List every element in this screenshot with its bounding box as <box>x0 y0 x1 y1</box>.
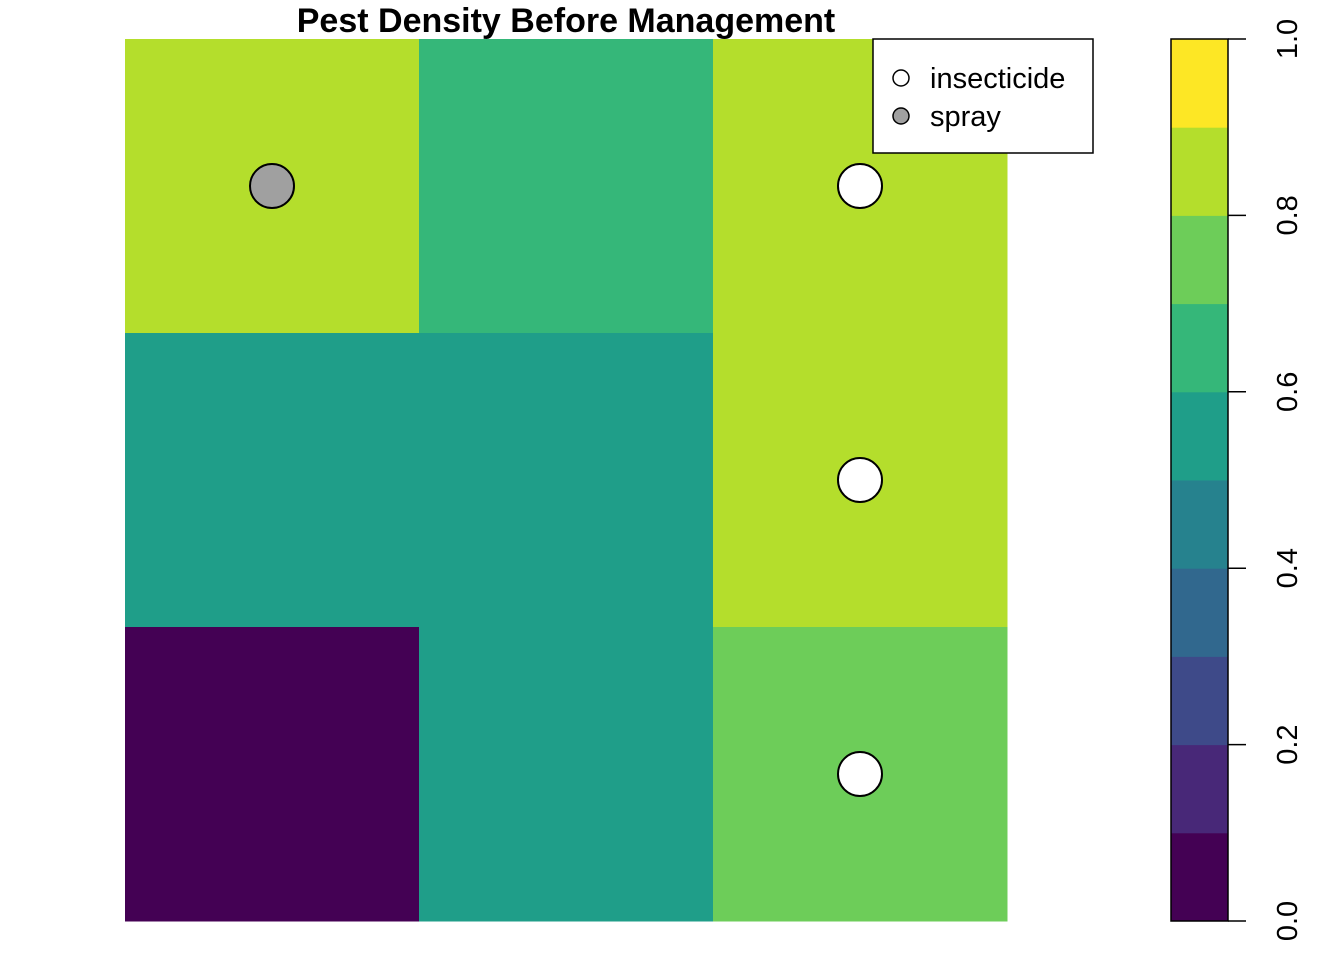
colorbar-tick-label-2: 0.4 <box>1272 548 1304 588</box>
colorbar-segment-5 <box>1171 391 1228 481</box>
colorbar-segment-0 <box>1171 832 1228 922</box>
heatmap-cell-r1-c0 <box>125 333 420 628</box>
heatmap-grid <box>125 39 1008 922</box>
colorbar-segment-9 <box>1171 39 1228 128</box>
point-insecticide-2 <box>837 457 883 503</box>
colorbar-segment-2 <box>1171 656 1228 746</box>
legend-symbol-spray <box>892 107 910 125</box>
colorbar: 0.0 0.2 0.4 0.6 0.8 1.0 <box>1170 19 1304 941</box>
heatmap-cell-r2-c0 <box>125 627 420 922</box>
colorbar-border <box>1170 38 1229 922</box>
colorbar-segment-1 <box>1171 744 1228 834</box>
colorbar-tick-label-5: 1.0 <box>1272 19 1304 59</box>
colorbar-tick-label-1: 0.2 <box>1272 724 1304 764</box>
legend-box <box>872 38 1094 154</box>
colorbar-segment-4 <box>1171 480 1228 569</box>
colorbar-segment-6 <box>1171 303 1228 393</box>
legend: insecticide spray <box>872 38 1094 154</box>
colorbar-segment-3 <box>1171 568 1228 657</box>
heatmap-cell-r2-c1 <box>419 627 714 922</box>
point-insecticide-1 <box>837 163 883 209</box>
colorbar-segment-8 <box>1171 127 1228 216</box>
heatmap-cell-r1-c1 <box>419 333 714 628</box>
chart-title: Pest Density Before Management <box>297 2 836 40</box>
colorbar-segment-7 <box>1171 215 1228 305</box>
heatmap-cell-r0-c1 <box>419 39 714 334</box>
treatment-points <box>249 163 883 797</box>
legend-symbol-insecticide <box>892 69 910 87</box>
colorbar-tick-label-0: 0.0 <box>1272 901 1304 941</box>
legend-label-insecticide: insecticide <box>930 63 1065 95</box>
legend-label-spray: spray <box>930 101 1001 133</box>
colorbar-tick-label-3: 0.6 <box>1272 372 1304 412</box>
colorbar-tick-label-4: 0.8 <box>1272 195 1304 235</box>
point-insecticide-3 <box>837 751 883 797</box>
point-spray-0 <box>249 163 295 209</box>
